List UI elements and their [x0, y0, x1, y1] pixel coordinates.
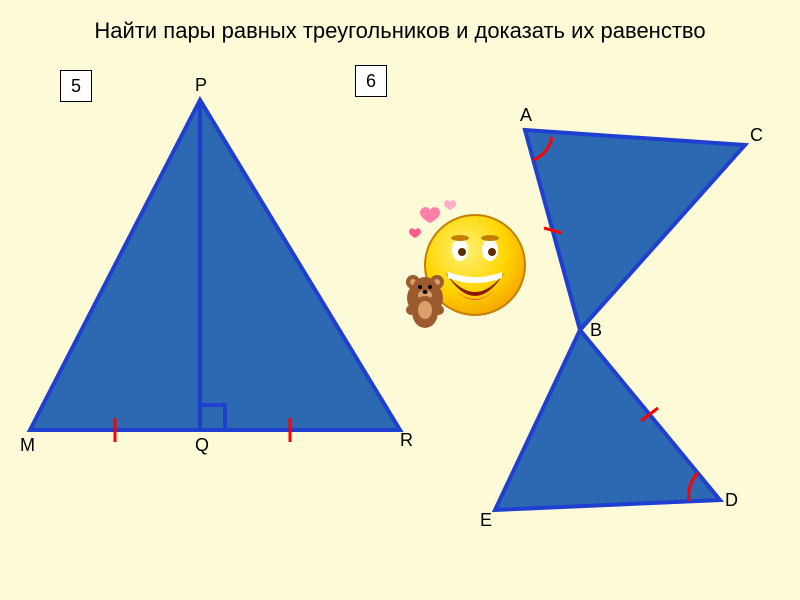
emoji-smiley-teddy — [390, 200, 530, 340]
label-A: A — [520, 105, 532, 126]
label-B: B — [590, 320, 602, 341]
label-D: D — [725, 490, 738, 511]
label-C: C — [750, 125, 763, 146]
label-E: E — [480, 510, 492, 531]
